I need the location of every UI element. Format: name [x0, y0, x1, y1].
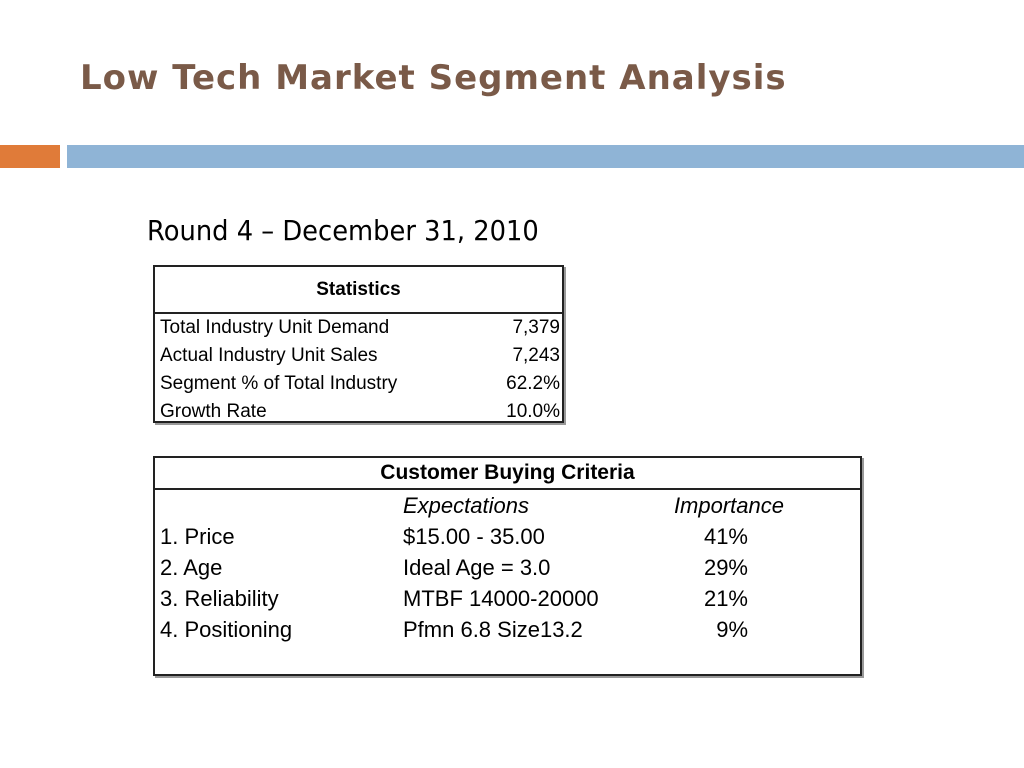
- buying-criteria-table: Customer Buying Criteria Expectations Im…: [153, 456, 862, 676]
- criterion-name: 4. Positioning: [160, 617, 293, 642]
- statistics-value: 62.2%: [506, 373, 560, 394]
- statistics-header: Statistics: [155, 267, 562, 314]
- criterion-name: 1. Price: [160, 524, 235, 549]
- criterion-expectation: MTBF 14000-20000: [403, 586, 599, 611]
- criterion-importance: 9%: [716, 617, 748, 642]
- criterion-name: 2. Age: [160, 555, 223, 580]
- slide-title: Low Tech Market Segment Analysis: [80, 58, 787, 98]
- statistics-row: Segment % of Total Industry 62.2%: [155, 370, 562, 398]
- criteria-row: 3. Reliability MTBF 14000-20000 21%: [155, 583, 860, 614]
- criteria-row: 4. Positioning Pfmn 6.8 Size13.2 9%: [155, 614, 860, 645]
- importance-column-header: Importance: [673, 493, 784, 518]
- statistics-row: Total Industry Unit Demand 7,379: [155, 314, 562, 342]
- statistics-row: Growth Rate 10.0%: [155, 398, 562, 426]
- accent-bar-blue: [67, 145, 1024, 168]
- criterion-name: 3. Reliability: [160, 586, 279, 611]
- buying-criteria-column-headers: Expectations Importance: [155, 490, 860, 521]
- statistics-row: Actual Industry Unit Sales 7,243: [155, 342, 562, 370]
- criterion-importance: 29%: [703, 555, 748, 580]
- statistics-label: Segment % of Total Industry: [160, 373, 398, 394]
- criterion-importance: 21%: [703, 586, 748, 611]
- expectations-column-header: Expectations: [403, 493, 529, 518]
- statistics-table: Statistics Total Industry Unit Demand 7,…: [153, 265, 564, 423]
- statistics-label: Total Industry Unit Demand: [160, 317, 390, 338]
- buying-criteria-header: Customer Buying Criteria: [155, 458, 860, 490]
- criteria-row: 1. Price $15.00 - 35.00 41%: [155, 521, 860, 552]
- criterion-expectation: $15.00 - 35.00: [403, 524, 545, 549]
- slide-subtitle: Round 4 – December 31, 2010: [147, 214, 539, 247]
- criterion-expectation: Ideal Age = 3.0: [403, 555, 551, 580]
- criteria-row: 2. Age Ideal Age = 3.0 29%: [155, 552, 860, 583]
- statistics-value: 7,379: [512, 317, 560, 338]
- statistics-label: Actual Industry Unit Sales: [160, 345, 378, 366]
- statistics-label: Growth Rate: [160, 401, 267, 422]
- accent-bar-orange: [0, 145, 60, 168]
- statistics-value: 7,243: [512, 345, 560, 366]
- criterion-importance: 41%: [703, 524, 748, 549]
- criterion-expectation: Pfmn 6.8 Size13.2: [403, 617, 583, 642]
- statistics-value: 10.0%: [506, 401, 560, 422]
